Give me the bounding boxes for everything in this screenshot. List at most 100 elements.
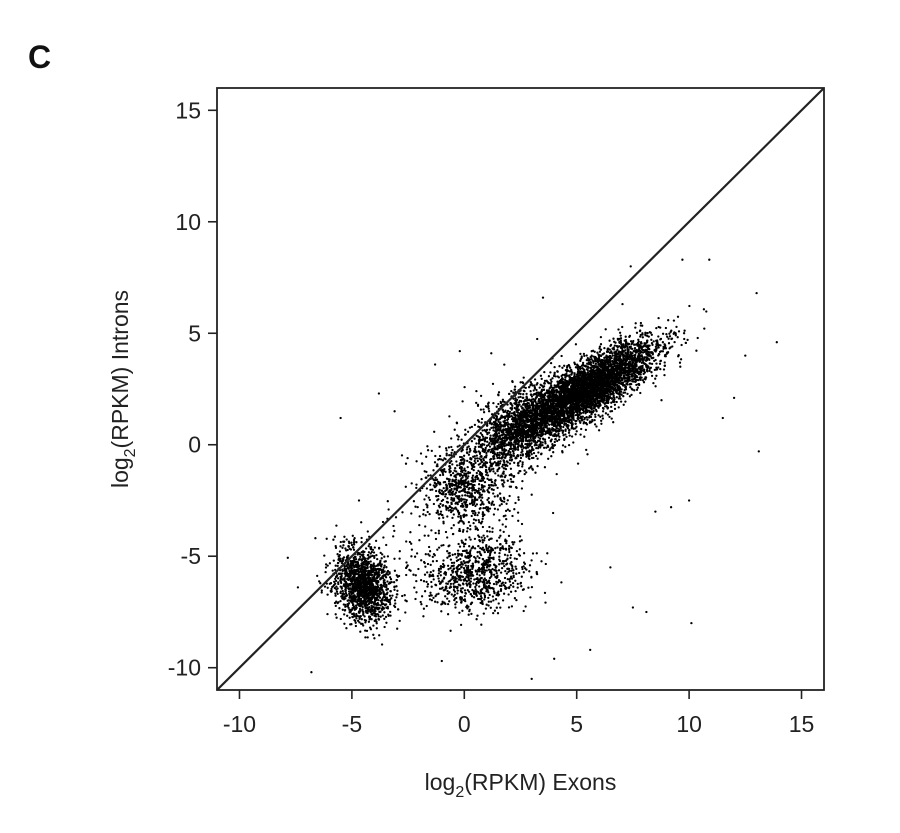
- scatter-point: [528, 398, 531, 401]
- scatter-point: [621, 302, 624, 306]
- scatter-point: [619, 374, 622, 377]
- scatter-point: [628, 354, 631, 358]
- scatter-point: [568, 390, 571, 394]
- scatter-point: [626, 351, 630, 354]
- scatter-point: [629, 345, 632, 348]
- scatter-point: [568, 366, 572, 369]
- scatter-point: [600, 381, 603, 384]
- scatter-point: [627, 376, 630, 379]
- scatter-point: [612, 399, 615, 402]
- scatter-point: [562, 418, 565, 422]
- scatter-point: [614, 376, 618, 379]
- scatter-point: [671, 345, 674, 348]
- scatter-point: [627, 356, 630, 359]
- scatter-point: [670, 337, 674, 340]
- scatter-point: [624, 341, 628, 345]
- scatter-point: [647, 335, 650, 338]
- scatter-point: [542, 428, 545, 431]
- scatter-point: [632, 356, 635, 360]
- scatter-point: [640, 361, 643, 364]
- scatter-point: [606, 406, 610, 409]
- scatter-point: [577, 407, 580, 411]
- scatter-point: [602, 407, 605, 410]
- scatter-point: [542, 388, 545, 392]
- scatter-point: [629, 385, 632, 389]
- scatter-point: [645, 369, 649, 373]
- scatter-point: [595, 389, 598, 392]
- scatter-point: [466, 459, 469, 463]
- scatter-point: [622, 344, 625, 347]
- scatter-point: [550, 431, 553, 434]
- scatter-point: [663, 373, 666, 377]
- scatter-point: [586, 357, 589, 360]
- scatter-point: [594, 378, 597, 381]
- scatter-point: [669, 330, 672, 334]
- scatter-point: [566, 364, 569, 368]
- scatter-point: [576, 364, 579, 368]
- scatter-point: [567, 431, 571, 434]
- scatter-point: [466, 430, 470, 433]
- scatter-point: [488, 428, 491, 431]
- scatter-point: [632, 380, 635, 383]
- scatter-point: [610, 401, 613, 404]
- scatter-point: [632, 350, 635, 353]
- scatter-point: [536, 457, 539, 460]
- scatter-point: [590, 408, 593, 411]
- scatter-point: [543, 379, 547, 383]
- scatter-point: [620, 364, 624, 368]
- scatter-point: [627, 373, 630, 377]
- scatter-point: [547, 436, 551, 439]
- scatter-point: [642, 381, 646, 384]
- scatter-point: [613, 379, 617, 383]
- scatter-point: [516, 448, 520, 451]
- scatter-point: [664, 326, 668, 330]
- scatter-point: [621, 378, 624, 382]
- scatter-point: [641, 333, 644, 336]
- scatter-point: [551, 397, 554, 400]
- scatter-point: [570, 423, 574, 426]
- scatter-point: [664, 353, 667, 357]
- scatter-point: [620, 369, 623, 372]
- scatter-point: [622, 391, 625, 394]
- scatter-point: [676, 315, 680, 318]
- scatter-point: [548, 387, 551, 390]
- scatter-point: [667, 337, 670, 340]
- scatter-point: [565, 372, 568, 375]
- scatter-point: [646, 350, 650, 353]
- scatter-point: [602, 352, 606, 355]
- scatter-point: [688, 304, 691, 308]
- scatter-point: [529, 390, 532, 393]
- scatter-point: [613, 351, 616, 355]
- scatter-point: [641, 336, 644, 339]
- scatter-point: [581, 363, 585, 366]
- scatter-point: [597, 353, 600, 356]
- scatter-point: [652, 340, 655, 343]
- scatter-point: [574, 343, 578, 346]
- scatter-point: [564, 376, 567, 379]
- scatter-point: [618, 389, 621, 393]
- scatter-point: [490, 426, 493, 430]
- scatter-point: [675, 325, 678, 329]
- scatter-point: [650, 341, 654, 345]
- scatter-point: [576, 398, 579, 401]
- scatter-point: [637, 338, 640, 341]
- scatter-point: [654, 358, 657, 362]
- scatter-point: [584, 428, 588, 432]
- scatter-point: [648, 351, 652, 354]
- scatter-point: [623, 345, 626, 349]
- scatter-point: [571, 392, 575, 396]
- scatter-point: [594, 362, 598, 366]
- scatter-point: [526, 399, 529, 402]
- scatter-point: [705, 310, 708, 313]
- scatter-point: [646, 353, 650, 356]
- scatter-point: [612, 421, 615, 424]
- scatter-point: [612, 362, 615, 366]
- scatter-point: [531, 402, 535, 406]
- scatter-point: [539, 395, 542, 398]
- scatter-point: [554, 438, 557, 441]
- scatter-point: [555, 426, 558, 429]
- scatter-point: [650, 371, 653, 374]
- scatter-point: [513, 385, 517, 388]
- scatter-point: [619, 400, 623, 403]
- scatter-point: [578, 386, 581, 390]
